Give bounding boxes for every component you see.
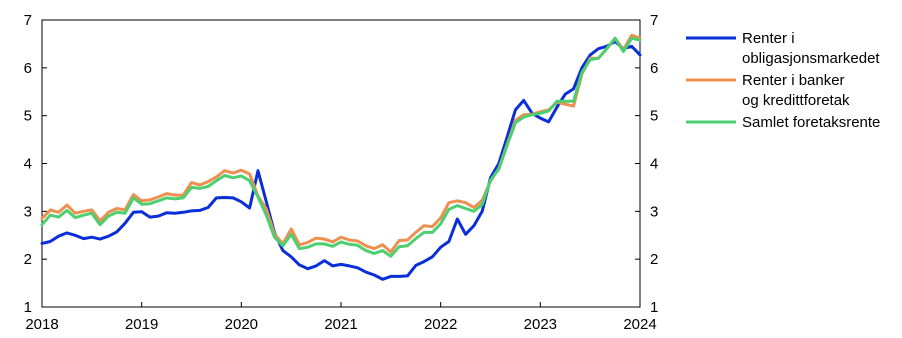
y-tick-label-left: 3 [24, 203, 32, 220]
y-tick-label-left: 1 [24, 299, 32, 316]
y-tick-label-right: 6 [650, 60, 658, 77]
legend-label-1: obligasjonsmarkedet [742, 50, 880, 67]
chart-legend: Renter i obligasjonsmarkedet Renter i bank… [686, 30, 880, 131]
series-line-3 [40, 36, 642, 258]
series-line-1 [40, 40, 642, 281]
legend-label-3: Samlet foretaksrente [742, 114, 880, 131]
chart-series [40, 33, 642, 281]
y-tick-label-right: 5 [650, 108, 658, 125]
y-tick-label-right: 7 [650, 12, 658, 29]
x-tick-label: 2018 [25, 316, 58, 333]
legend-label-1: Renter i [742, 30, 795, 47]
y-tick-label-right: 3 [650, 203, 658, 220]
x-tick-label: 2020 [225, 316, 258, 333]
legend-label-2: Renter i banker [742, 72, 845, 89]
x-tick-label: 2022 [424, 316, 457, 333]
legend-label-2: og kredittforetak [742, 92, 850, 109]
x-tick-label: 2023 [524, 316, 557, 333]
x-tick-label: 2024 [623, 316, 656, 333]
x-tick-label: 2021 [324, 316, 357, 333]
y-tick-label-left: 5 [24, 108, 32, 125]
y-tick-label-left: 6 [24, 60, 32, 77]
series-line-2 [40, 33, 642, 254]
y-tick-label-right: 2 [650, 251, 658, 268]
y-tick-label-right: 4 [650, 156, 658, 173]
y-tick-label-left: 7 [24, 12, 32, 29]
y-tick-label-right: 1 [650, 299, 658, 316]
y-tick-label-left: 4 [24, 156, 32, 173]
y-tick-label-left: 2 [24, 251, 32, 268]
x-tick-label: 2019 [125, 316, 158, 333]
